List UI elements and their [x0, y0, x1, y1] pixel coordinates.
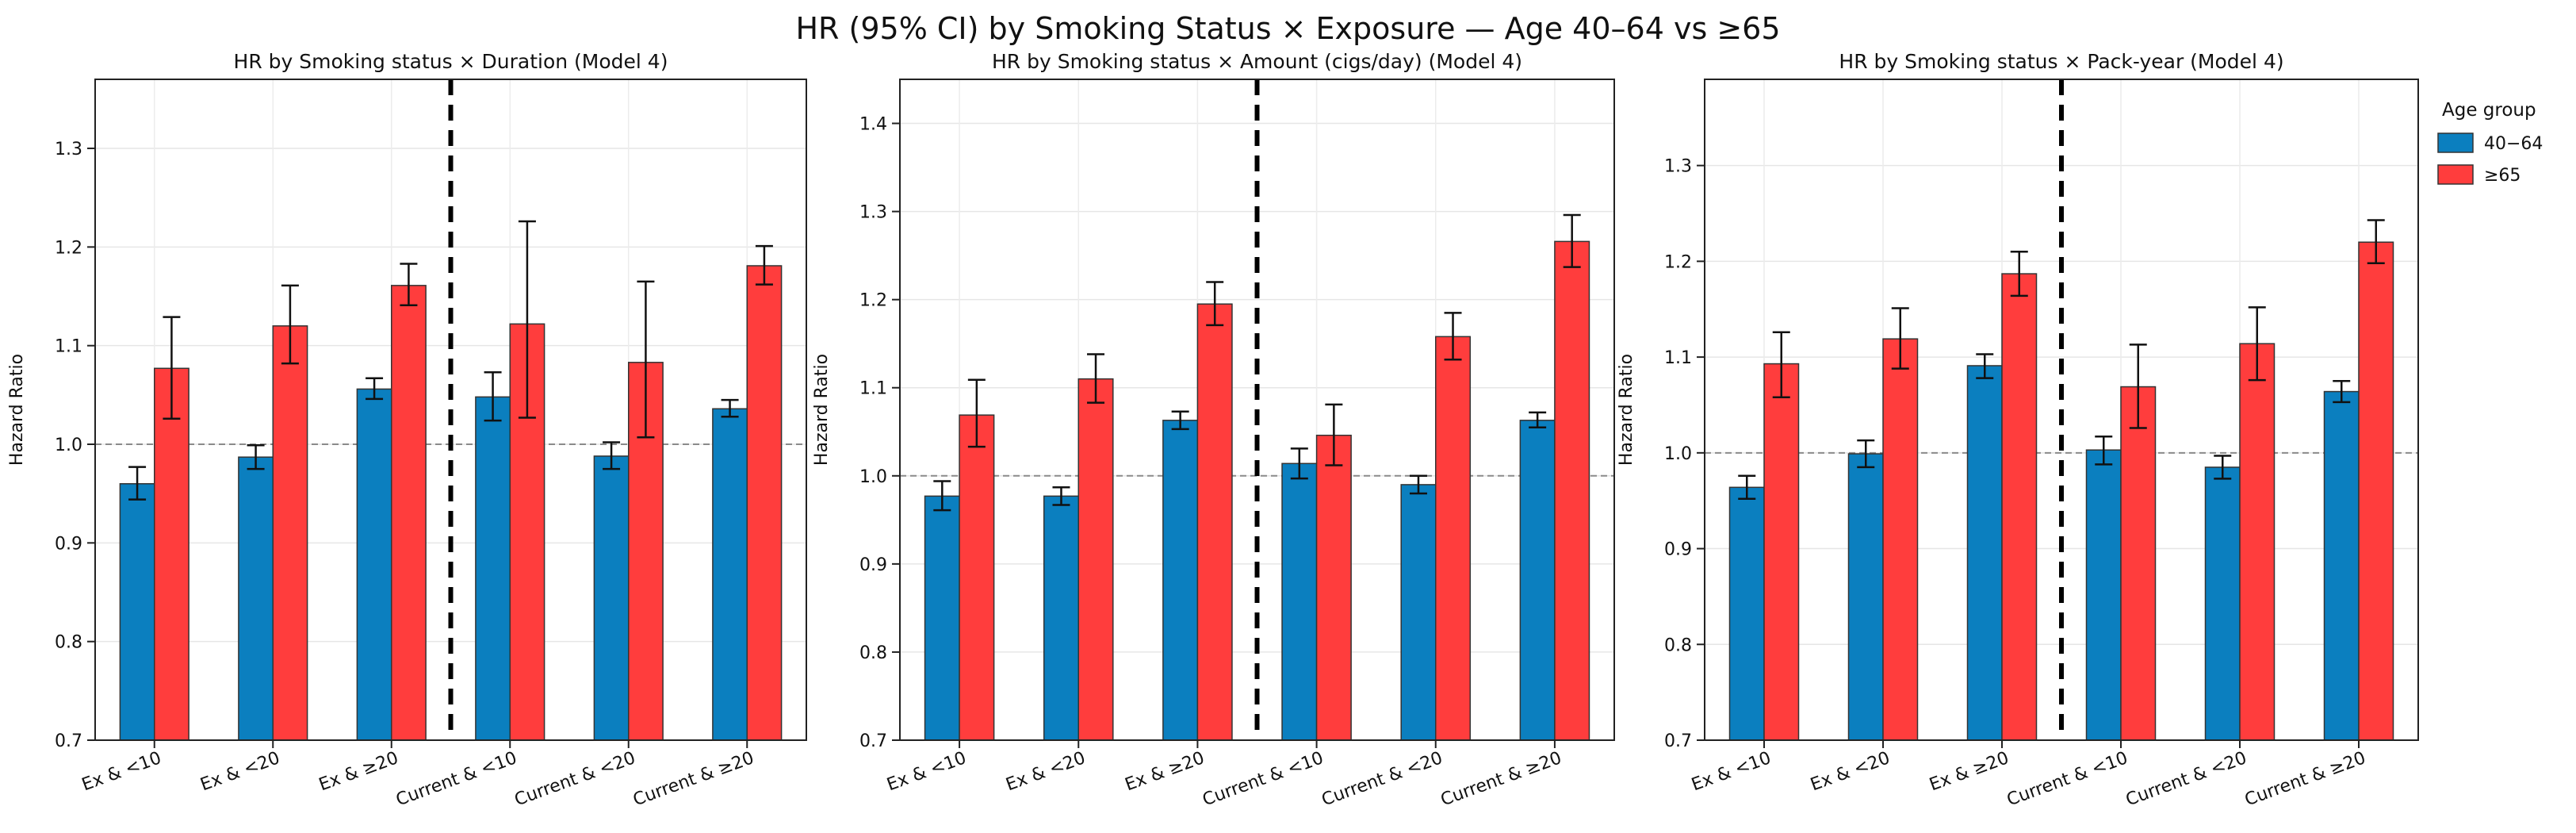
y-tick-label: 1.2: [859, 291, 887, 311]
x-tick-label: Ex & <10: [884, 748, 969, 795]
bar-40-64: [2085, 449, 2122, 741]
bar-40-64: [1847, 453, 1884, 741]
y-tick-label: 0.9: [1664, 540, 1692, 560]
bar-40-64: [356, 388, 392, 741]
bar-65plus: [2358, 241, 2394, 741]
bar-40-64: [1966, 365, 2003, 741]
bar-65plus: [1554, 240, 1590, 741]
y-tick-label: 1.2: [55, 238, 82, 258]
y-tick-label: 1.4: [859, 115, 887, 135]
y-tick-label: 0.7: [55, 731, 82, 751]
bar-40-64: [1728, 486, 1765, 741]
bar-65plus: [272, 325, 308, 741]
bar-65plus: [2001, 273, 2038, 741]
bar-65plus: [746, 265, 783, 741]
bar-65plus: [154, 367, 189, 741]
y-tick-label: 1.3: [859, 203, 887, 223]
bar-40-64: [475, 396, 511, 741]
x-tick-label: Current & <20: [1319, 748, 1445, 810]
panel-title: HR by Smoking status × Amount (cigs/day)…: [992, 50, 1522, 73]
bar-65plus: [391, 285, 427, 741]
y-tick-label: 1.0: [1664, 444, 1692, 464]
x-tick-label: Current & <10: [393, 748, 519, 810]
y-tick-label: 0.8: [1664, 635, 1692, 655]
axes-frame: [1704, 79, 2419, 741]
x-tick-label: Ex & <20: [198, 748, 283, 795]
legend-label: 40−64: [2484, 134, 2543, 154]
bar-65plus: [1077, 378, 1114, 741]
x-tick-label: Current & <10: [1200, 748, 1326, 810]
legend-title: Age group: [2442, 100, 2536, 121]
chart-panel-3: 0.7 0.8 0.9 1.0 1.1 1.2 1.3 Ex & <10 Ex & <20 Ex …: [1617, 50, 2419, 810]
bar-40-64: [238, 456, 274, 741]
y-tick-label: 0.9: [55, 534, 82, 554]
x-tick-label: Current & ≥20: [630, 748, 756, 810]
bar-65plus: [1196, 303, 1233, 741]
bar-65plus: [1315, 434, 1352, 741]
legend-label: ≥65: [2484, 166, 2520, 186]
bar-65plus: [2120, 386, 2157, 741]
bar-40-64: [1519, 420, 1556, 741]
legend-swatch: [2437, 132, 2474, 153]
y-tick-label: 1.0: [859, 467, 887, 487]
bar-40-64: [2323, 390, 2360, 741]
bar-40-64: [1162, 420, 1199, 741]
panel-title: HR by Smoking status × Pack-year (Model …: [1839, 50, 2283, 73]
panel-title: HR by Smoking status × Duration (Model 4…: [234, 50, 668, 73]
y-tick-label: 0.8: [859, 643, 887, 663]
y-tick-label: 1.2: [1664, 252, 1692, 272]
bar-40-64: [1281, 463, 1318, 741]
y-tick-label: 1.3: [1664, 157, 1692, 177]
x-tick-label: Current & <10: [2004, 748, 2130, 810]
bar-40-64: [1400, 484, 1437, 741]
bar-40-64: [924, 495, 960, 741]
y-tick-label: 1.1: [859, 379, 887, 399]
x-tick-label: Ex & ≥20: [1123, 748, 1208, 795]
x-tick-label: Current & ≥20: [1438, 748, 1564, 810]
chart-panels: 0.7 0.8 0.9 1.0 1.1 1.2 1.3 Ex & <10 Ex & <20 Ex …: [7, 50, 2419, 810]
chart-panel-1: 0.7 0.8 0.9 1.0 1.1 1.2 1.3 Ex & <10 Ex & <20 Ex …: [7, 50, 807, 810]
legend-swatch: [2437, 164, 2474, 185]
bar-65plus: [1435, 336, 1472, 741]
x-tick-label: Current & ≥20: [2242, 748, 2368, 810]
x-tick-label: Ex & <10: [79, 748, 164, 795]
x-tick-label: Current & <20: [2123, 748, 2249, 810]
bar-65plus: [959, 414, 995, 741]
y-axis-label: Hazard Ratio: [1617, 354, 1636, 466]
y-tick-label: 1.3: [55, 140, 82, 159]
x-tick-label: Ex & <20: [1004, 748, 1089, 795]
chart-panel-2: 0.7 0.8 0.9 1.0 1.1 1.2 1.3 1.4 Ex & <10 Ex & <20…: [812, 50, 1615, 810]
y-tick-label: 1.1: [1664, 348, 1692, 368]
bar-40-64: [593, 455, 630, 741]
bar-65plus: [1882, 338, 1919, 741]
figure-title: HR (95% CI) by Smoking Status × Exposure…: [795, 11, 1781, 46]
x-tick-label: Ex & <20: [1808, 748, 1893, 795]
bar-40-64: [119, 482, 155, 741]
bar-65plus: [2239, 343, 2276, 741]
y-axis-label: Hazard Ratio: [7, 354, 27, 466]
y-tick-label: 0.9: [859, 555, 887, 575]
y-tick-label: 0.7: [1664, 731, 1692, 751]
y-tick-label: 1.1: [55, 337, 82, 357]
y-tick-label: 0.8: [55, 633, 82, 653]
bar-40-64: [1043, 495, 1079, 741]
y-axis-label: Hazard Ratio: [812, 354, 832, 466]
y-tick-label: 1.0: [55, 436, 82, 455]
bar-65plus: [1763, 363, 1800, 741]
legend: Age group 40−64 ≥65: [2437, 100, 2543, 186]
bar-40-64: [2204, 466, 2241, 741]
y-tick-label: 0.7: [859, 731, 887, 751]
bar-40-64: [712, 408, 748, 741]
x-tick-label: Current & <20: [512, 748, 638, 810]
axes-frame: [94, 79, 807, 741]
x-tick-label: Ex & <10: [1689, 748, 1774, 795]
axes-frame: [899, 79, 1615, 741]
x-tick-label: Ex & ≥20: [316, 748, 401, 795]
x-tick-label: Ex & ≥20: [1927, 748, 2011, 795]
